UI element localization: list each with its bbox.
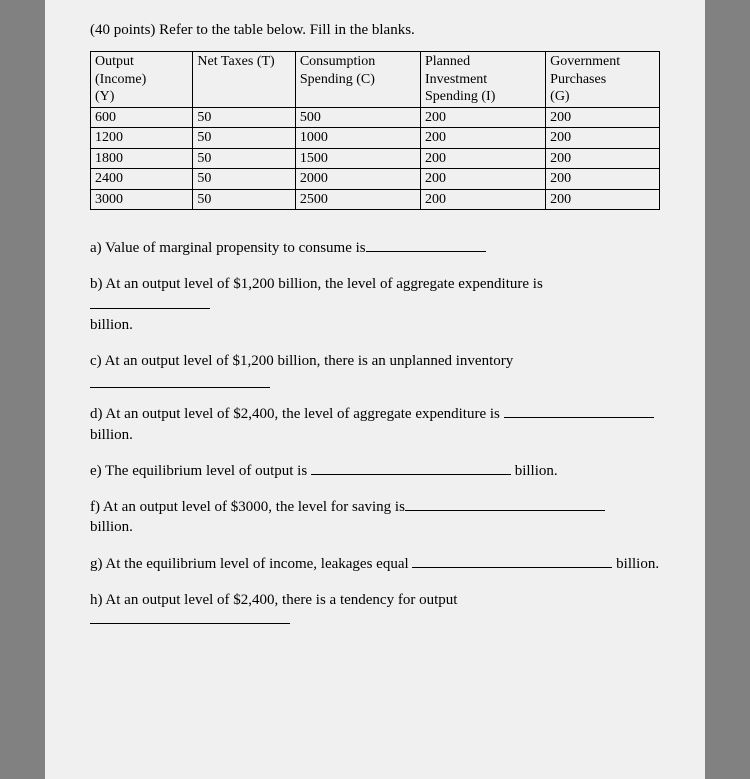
table-row: 2400 50 2000 200 200 (91, 169, 660, 190)
table-row: 1200 50 1000 200 200 (91, 128, 660, 149)
table-row: 1800 50 1500 200 200 (91, 148, 660, 169)
qa-text: a) Value of marginal propensity to consu… (90, 240, 366, 256)
qh-text: h) At an output level of $2,400, there i… (90, 592, 457, 608)
blank (366, 251, 486, 252)
blank (311, 474, 511, 475)
question-e: e) The equilibrium level of output is bi… (90, 461, 660, 481)
qf-text1: f) At an output level of $3000, the leve… (90, 499, 405, 515)
cell: 50 (193, 169, 295, 190)
question-c: c) At an output level of $1,200 billion,… (90, 351, 660, 388)
cell: 200 (546, 107, 660, 128)
hdr: (Y) (95, 89, 114, 104)
intro-text: (40 points) Refer to the table below. Fi… (90, 22, 660, 39)
blank (405, 510, 605, 511)
table-row: 600 50 500 200 200 (91, 107, 660, 128)
qe-text1: e) The equilibrium level of output is (90, 463, 311, 479)
question-d: d) At an output level of $2,400, the lev… (90, 404, 660, 445)
cell: 1800 (91, 148, 193, 169)
table-header-row: Output (Income) (Y) Net Taxes (T) Consum… (91, 52, 660, 108)
worksheet-page: (40 points) Refer to the table below. Fi… (45, 0, 705, 779)
qb-text1: b) At an output level of $1,200 billion,… (90, 276, 543, 292)
hdr: Spending (C) (300, 72, 375, 87)
cell: 200 (546, 128, 660, 149)
cell: 2400 (91, 169, 193, 190)
cell: 1500 (295, 148, 420, 169)
question-f: f) At an output level of $3000, the leve… (90, 497, 660, 538)
hdr: Purchases (550, 72, 606, 87)
cell: 200 (546, 169, 660, 190)
col-header-investment: Planned Investment Spending (I) (420, 52, 545, 108)
cell: 1000 (295, 128, 420, 149)
blank (90, 373, 270, 388)
hdr: Output (95, 54, 134, 69)
question-h: h) At an output level of $2,400, there i… (90, 590, 660, 631)
cell: 200 (420, 128, 545, 149)
blank (90, 623, 290, 624)
cell: 200 (546, 148, 660, 169)
col-header-government: Government Purchases (G) (546, 52, 660, 108)
hdr: Net Taxes (T) (197, 54, 274, 69)
qf-text2: billion. (90, 519, 133, 535)
cell: 2500 (295, 189, 420, 210)
question-a: a) Value of marginal propensity to consu… (90, 238, 660, 258)
cell: 500 (295, 107, 420, 128)
hdr: Spending (I) (425, 89, 495, 104)
qc-text: c) At an output level of $1,200 billion,… (90, 353, 513, 369)
cell: 200 (420, 189, 545, 210)
questions: a) Value of marginal propensity to consu… (90, 238, 660, 630)
hdr: (G) (550, 89, 569, 104)
qg-text2: billion. (612, 556, 659, 572)
table-row: 3000 50 2500 200 200 (91, 189, 660, 210)
col-header-output: Output (Income) (Y) (91, 52, 193, 108)
cell: 200 (420, 169, 545, 190)
qe-text2: billion. (511, 463, 558, 479)
cell: 600 (91, 107, 193, 128)
cell: 200 (420, 148, 545, 169)
qd-text1: d) At an output level of $2,400, the lev… (90, 406, 504, 422)
hdr: Government (550, 54, 620, 69)
cell: 1200 (91, 128, 193, 149)
qg-text1: g) At the equilibrium level of income, l… (90, 556, 412, 572)
data-table: Output (Income) (Y) Net Taxes (T) Consum… (90, 51, 660, 210)
cell: 200 (420, 107, 545, 128)
qd-text2: billion. (90, 427, 133, 443)
hdr: (Income) (95, 72, 146, 87)
cell: 50 (193, 189, 295, 210)
cell: 50 (193, 128, 295, 149)
hdr: Consumption (300, 54, 375, 69)
blank (412, 567, 612, 568)
col-header-taxes: Net Taxes (T) (193, 52, 295, 108)
blank (90, 308, 210, 309)
cell: 200 (546, 189, 660, 210)
cell: 3000 (91, 189, 193, 210)
blank (504, 417, 654, 418)
hdr: Investment (425, 72, 487, 87)
question-b: b) At an output level of $1,200 billion,… (90, 274, 660, 335)
question-g: g) At the equilibrium level of income, l… (90, 554, 660, 574)
cell: 50 (193, 148, 295, 169)
cell: 2000 (295, 169, 420, 190)
cell: 50 (193, 107, 295, 128)
hdr: Planned (425, 54, 470, 69)
col-header-consumption: Consumption Spending (C) (295, 52, 420, 108)
qb-text2: billion. (90, 317, 133, 333)
